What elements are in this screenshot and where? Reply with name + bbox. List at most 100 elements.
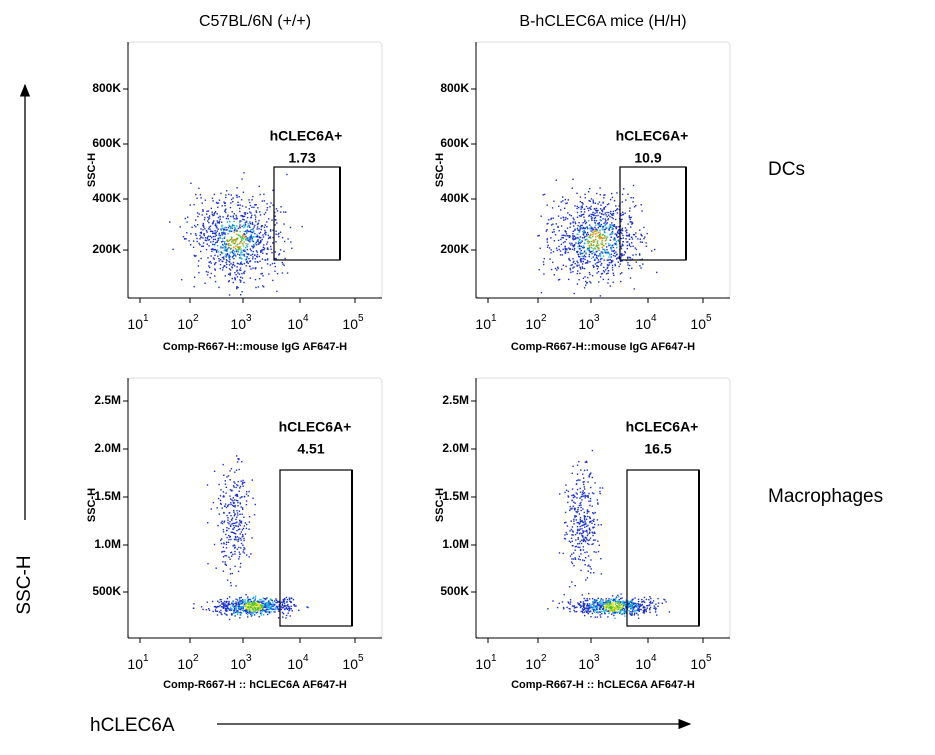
event-dot [266, 243, 268, 245]
event-dot [219, 237, 222, 239]
event-dot [622, 241, 624, 243]
event-dot [234, 533, 237, 535]
event-dot [583, 524, 585, 526]
event-dot [201, 214, 203, 216]
event-dot [227, 504, 229, 507]
event-dot [649, 600, 652, 603]
event-dot [224, 232, 226, 234]
event-dot [228, 527, 230, 530]
event-dot [604, 240, 607, 242]
event-dot [239, 598, 241, 600]
event-dot [607, 609, 610, 611]
event-dot [594, 202, 596, 204]
event-dot [622, 606, 624, 608]
event-dot [213, 193, 216, 196]
event-dot [582, 222, 584, 224]
event-dot [273, 610, 275, 613]
event-dot [582, 258, 585, 260]
event-dot [235, 598, 237, 600]
event-dot [642, 263, 644, 265]
event-dot [227, 475, 230, 477]
event-dot [244, 236, 246, 238]
event-dot [224, 210, 226, 212]
event-dot [618, 205, 620, 207]
event-dot [600, 204, 602, 206]
event-dot [620, 253, 622, 255]
tick-base: 10 [635, 656, 651, 672]
event-dot [567, 501, 569, 504]
event-dot [206, 210, 208, 212]
event-dot [289, 226, 292, 229]
event-dot [246, 603, 249, 605]
event-dot [634, 609, 636, 612]
event-dot [233, 254, 235, 257]
event-dot [576, 237, 578, 239]
event-dot [285, 605, 287, 607]
event-dot [198, 213, 200, 215]
event-dot [601, 610, 603, 613]
event-dot [245, 504, 248, 506]
event-dot [611, 213, 614, 215]
event-dot [588, 475, 590, 477]
event-dot [212, 230, 214, 233]
event-dot [245, 206, 247, 208]
event-dot [229, 609, 231, 611]
event-dot [252, 195, 254, 198]
event-dot [643, 600, 645, 602]
event-dot [228, 523, 230, 525]
event-dot [584, 219, 586, 221]
event-dot [597, 224, 599, 226]
event-dot [207, 257, 209, 259]
event-dot [235, 611, 237, 614]
event-dot [290, 597, 292, 599]
event-dot [543, 263, 545, 266]
event-dot [590, 243, 592, 245]
y-axis-label: SSC-H [434, 488, 446, 522]
event-dot [572, 258, 574, 260]
event-dot [254, 258, 257, 260]
event-dot [255, 220, 257, 223]
event-dot [221, 606, 223, 608]
event-dot [250, 599, 252, 601]
event-dot [614, 605, 617, 608]
event-dot [665, 601, 667, 603]
event-dot [231, 266, 233, 268]
event-dot [596, 254, 598, 257]
event-dot [264, 609, 266, 612]
event-dot [611, 192, 613, 195]
event-dot [228, 247, 230, 249]
event-dot [598, 249, 600, 252]
event-dot [599, 229, 601, 231]
event-dot [232, 553, 234, 556]
event-dot [553, 228, 555, 231]
event-dot [589, 241, 591, 243]
event-dot [599, 490, 601, 493]
event-dot [558, 248, 560, 251]
event-dot [607, 265, 609, 267]
event-dot [268, 218, 270, 220]
event-dot [576, 473, 579, 475]
event-dot [609, 198, 612, 201]
event-dot [566, 525, 569, 527]
event-dot [573, 609, 575, 612]
event-dot [256, 236, 259, 238]
event-dot [238, 537, 240, 539]
event-dot [263, 248, 265, 251]
y-tick-label: 200K [92, 242, 121, 256]
event-dot [567, 601, 569, 603]
event-dot [649, 609, 651, 611]
event-dot [589, 504, 591, 507]
event-dot [251, 597, 254, 600]
event-dot [261, 602, 263, 604]
event-dot [596, 241, 598, 243]
event-dot [592, 543, 594, 545]
event-dot [611, 269, 614, 271]
event-dot [546, 241, 549, 243]
event-dot [228, 240, 230, 242]
event-dot [599, 219, 601, 221]
event-dot [577, 225, 579, 227]
event-dot [223, 605, 225, 607]
event-dot [242, 218, 244, 221]
event-dot [572, 238, 574, 240]
event-dot [252, 228, 254, 230]
